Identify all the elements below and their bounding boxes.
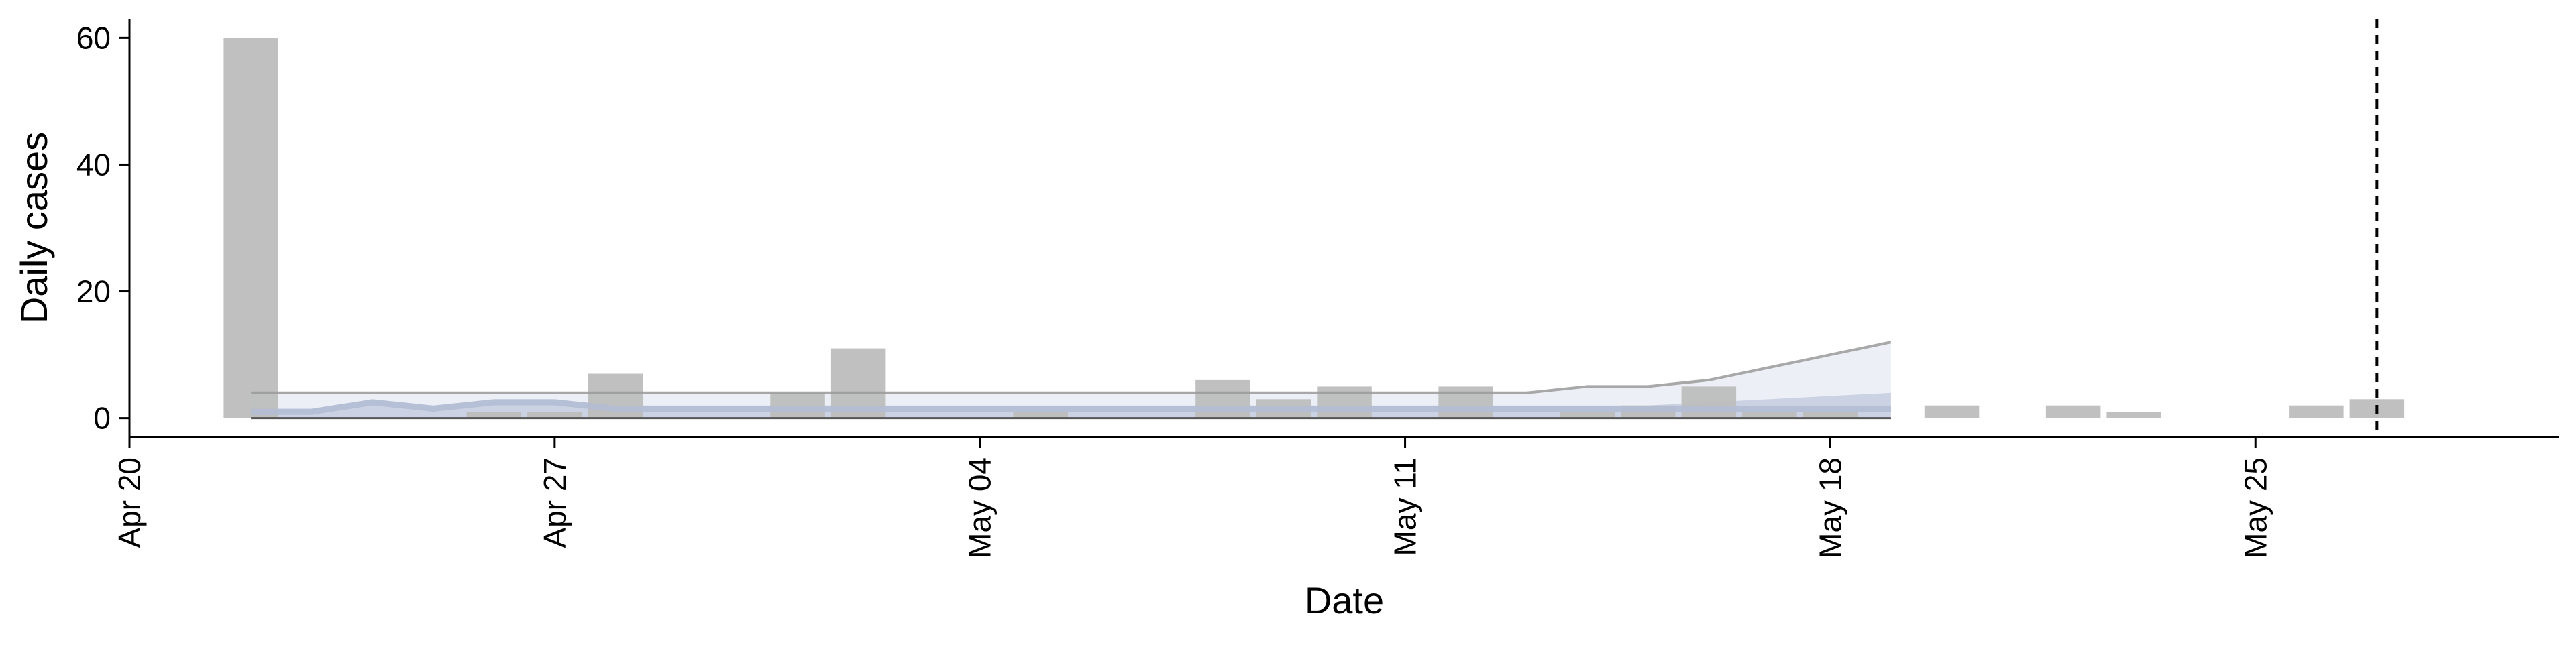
x-tick-label: May 18	[1813, 457, 1847, 558]
x-axis-title: Date	[1305, 579, 1384, 622]
case-bar-2020-04-22	[223, 38, 278, 418]
case-bar-2020-05-01	[770, 393, 825, 418]
case-bar-2020-05-16	[1682, 386, 1737, 418]
x-tick-label: May 11	[1388, 457, 1423, 556]
case-bar-2020-05-20	[1925, 406, 1980, 418]
y-axis-ticks: 0 20 40 60	[76, 20, 129, 435]
x-tick-label: Apr 27	[537, 457, 572, 548]
x-tick-label: May 04	[963, 457, 998, 558]
case-bar-2020-05-10	[1317, 386, 1372, 418]
observed-case-bars	[223, 38, 2404, 418]
x-tick-label: Apr 20	[112, 457, 147, 548]
case-bar-2020-05-23	[2106, 412, 2161, 418]
y-tick-label: 20	[76, 274, 111, 309]
y-axis-title: Daily cases	[13, 132, 55, 324]
case-bar-2020-05-12	[1438, 386, 1493, 418]
axes: Apr 20 Apr 27 May 04 May 11 May 18 May 25 0 20…	[13, 19, 2559, 622]
y-tick-label: 0	[93, 401, 111, 436]
y-tick-label: 40	[76, 147, 111, 182]
case-bar-2020-05-26	[2289, 406, 2344, 418]
x-axis-ticks: Apr 20 Apr 27 May 04 May 11 May 18 May 25	[112, 437, 2273, 558]
y-tick-label: 60	[76, 20, 111, 55]
estimate-outer-upper-line	[251, 342, 1891, 393]
case-bar-2020-05-08	[1195, 380, 1250, 418]
case-bar-2020-05-22	[2046, 406, 2101, 418]
x-tick-label: May 25	[2238, 457, 2273, 558]
